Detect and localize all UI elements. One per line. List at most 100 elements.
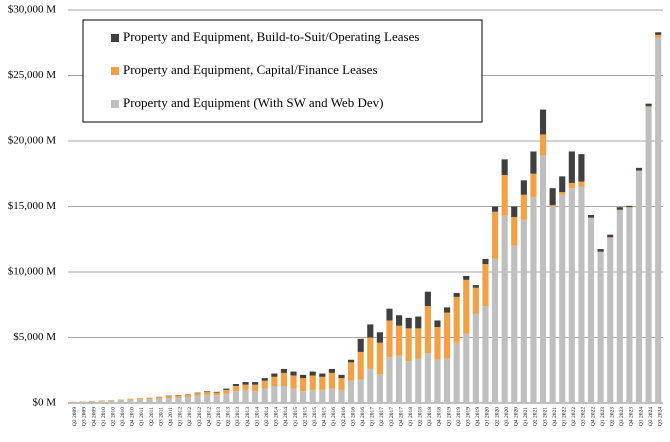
bar-segment (444, 358, 451, 403)
y-tick-label: $25,000 M (8, 69, 57, 81)
bar-segment (194, 392, 201, 394)
x-tick-label: Q2 2018 (418, 407, 424, 426)
x-tick-label: Q2 2011 (149, 407, 155, 426)
bar-segment (242, 384, 249, 390)
bar-segment (290, 371, 297, 376)
bar-segment (328, 368, 335, 373)
bar-segment (271, 376, 278, 386)
x-tick-label: Q2 2015 (302, 407, 308, 426)
y-tick-label: $20,000 M (8, 135, 57, 147)
bar-segment (501, 159, 508, 176)
legend-label: Property and Equipment, Build-to-Suit/Op… (123, 29, 419, 44)
bar-segment (338, 389, 345, 403)
bar-segment (146, 399, 153, 403)
bar-segment (482, 258, 489, 265)
bar-segment (223, 389, 230, 394)
bar-segment (376, 342, 383, 375)
bar-segment (348, 380, 355, 403)
bar-segment (559, 192, 566, 195)
x-tick-label: Q4 2019 (475, 407, 481, 426)
bar-segment (482, 306, 489, 403)
x-tick-label: Q1 2010 (101, 407, 107, 426)
legend-label: Property and Equipment (With SW and Web … (123, 95, 383, 110)
bar-segment (175, 397, 182, 403)
x-tick-label: Q1 2023 (600, 407, 606, 426)
bar-segment (232, 384, 240, 386)
bar-segment (405, 317, 412, 329)
bar-segment (578, 154, 585, 182)
x-tick-label: Q2 2013 (226, 407, 232, 426)
bar-segment (616, 210, 623, 403)
bar-segment (645, 106, 652, 403)
bar-segment (367, 324, 374, 338)
x-tick-label: Q2 2022 (571, 407, 577, 426)
bar-segment (520, 219, 527, 403)
x-tick-label: Q2 2023 (609, 407, 615, 426)
bar-segment (587, 217, 595, 219)
legend-box (82, 19, 483, 123)
bar-segment (213, 392, 220, 396)
bar-segment (271, 385, 278, 403)
x-tick-label: Q3 2016 (350, 407, 356, 426)
x-tick-label: Q1 2013 (216, 407, 222, 426)
bar-segment (424, 306, 431, 354)
bar-segment (405, 361, 412, 403)
bar-segment (232, 391, 240, 403)
x-tick-label: Q1 2019 (446, 407, 452, 426)
bar-segment (194, 393, 201, 396)
bar-segment (98, 400, 105, 402)
bar-segment (69, 401, 76, 403)
bar-segment (472, 285, 479, 288)
bar-segment (98, 401, 105, 403)
x-tick-label: Q3 2024 (657, 407, 663, 426)
x-tick-label: Q1 2024 (638, 407, 644, 426)
bar-segment (146, 397, 153, 400)
x-tick-label: Q1 2018 (408, 407, 414, 426)
bar-segment (597, 252, 604, 403)
bar-segment (607, 237, 614, 403)
x-tick-label: Q2 2016 (341, 407, 347, 426)
x-tick-label: Q1 2017 (370, 407, 376, 426)
bar-segment (213, 395, 220, 403)
bar-segment (88, 401, 96, 403)
bar-segment (108, 400, 115, 401)
x-tick-label: Q1 2011 (139, 407, 145, 426)
bar-segment (424, 353, 431, 403)
bar-segment (597, 249, 604, 252)
bar-segment (396, 325, 403, 356)
bar-segment (156, 398, 163, 403)
bar-segment (453, 296, 460, 343)
bar-segment (261, 378, 268, 381)
bar-segment (376, 332, 383, 343)
bar-segment (415, 316, 422, 329)
bar-segment (501, 215, 508, 403)
bar-segment (300, 374, 307, 379)
bar-segment (79, 401, 86, 403)
bar-segment (539, 109, 547, 135)
bar-segment (549, 206, 556, 403)
bar-segment (117, 400, 124, 403)
bar-segment (261, 388, 268, 403)
x-tick-label: Q3 2019 (466, 407, 472, 426)
bar-segment (357, 338, 364, 352)
bar-segment (242, 382, 249, 385)
bar-segment (319, 389, 326, 403)
bar-segment (309, 375, 316, 390)
bar-segment (328, 372, 335, 389)
bar-segment (645, 103, 652, 107)
x-tick-label: Q3 2017 (389, 407, 395, 426)
bar-segment (434, 320, 441, 328)
x-tick-label: Q2 2009 (72, 407, 78, 426)
bar-segment (88, 400, 96, 402)
bar-segment (434, 327, 441, 360)
bar-segment (463, 275, 470, 280)
bar-segment (117, 399, 124, 401)
bar-segment (108, 400, 115, 403)
bar-segment (290, 375, 297, 389)
x-tick-label: Q3 2012 (197, 407, 203, 426)
x-tick-label: Q2 2012 (187, 407, 193, 426)
bar-segment (463, 279, 470, 334)
x-tick-label: Q2 2024 (648, 407, 654, 426)
x-tick-label: Q2 2017 (379, 407, 385, 426)
